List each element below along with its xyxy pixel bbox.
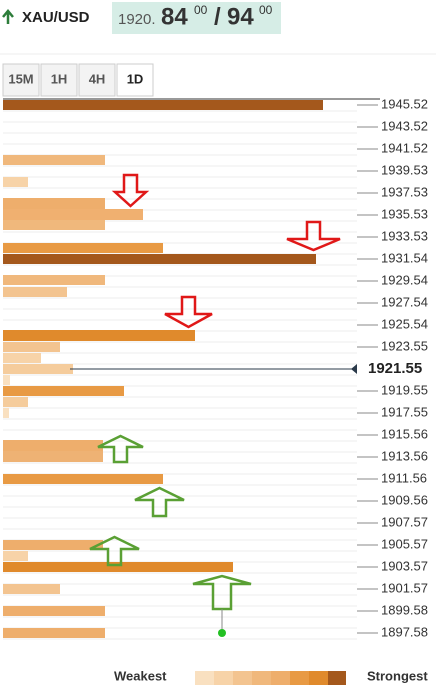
bar bbox=[3, 243, 163, 253]
level-label: 1929.54 bbox=[381, 272, 428, 287]
bar bbox=[3, 177, 28, 187]
level-label: 1933.53 bbox=[381, 228, 428, 243]
bar bbox=[3, 562, 233, 572]
bar bbox=[3, 451, 103, 462]
level-label: 1907.57 bbox=[381, 514, 428, 529]
price-prefix: 1920. bbox=[118, 11, 156, 28]
level-label: 1941.52 bbox=[381, 140, 428, 155]
ask-small: 00 bbox=[259, 3, 273, 17]
up-arrow bbox=[192, 574, 252, 611]
up-arrow bbox=[97, 434, 144, 464]
bars bbox=[3, 100, 323, 638]
bid-big: 84 bbox=[161, 3, 188, 30]
down-arrow bbox=[164, 295, 213, 329]
legend-weakest: Weakest bbox=[114, 668, 167, 683]
bar bbox=[3, 209, 143, 220]
pointer-dot bbox=[218, 629, 226, 637]
level-label: 1937.53 bbox=[381, 184, 428, 199]
bar bbox=[3, 584, 60, 594]
tab[interactable] bbox=[116, 63, 154, 97]
level-label: 1919.55 bbox=[381, 382, 428, 397]
level-label: 1903.57 bbox=[381, 558, 428, 573]
bid-small: 00 bbox=[194, 3, 208, 17]
level-label: 1897.58 bbox=[381, 624, 428, 639]
level-label: 1909.56 bbox=[381, 492, 428, 507]
bar bbox=[3, 330, 195, 341]
legend-swatch bbox=[233, 671, 252, 685]
tab[interactable] bbox=[40, 63, 78, 97]
legend-swatch bbox=[214, 671, 233, 685]
bar bbox=[3, 155, 105, 165]
arrows bbox=[89, 173, 341, 611]
legend-swatch bbox=[309, 671, 328, 685]
ask-big: 94 bbox=[227, 3, 254, 30]
price-box bbox=[112, 2, 281, 34]
legend-scale bbox=[195, 671, 346, 685]
level-label: 1927.54 bbox=[381, 294, 428, 309]
bar bbox=[3, 628, 105, 638]
tab-label: 15M bbox=[8, 71, 33, 86]
up-arrow bbox=[134, 486, 185, 518]
level-label: 1915.56 bbox=[381, 426, 428, 441]
symbol: XAU/USD bbox=[22, 9, 90, 26]
legend-swatch bbox=[290, 671, 309, 685]
bar bbox=[3, 397, 28, 407]
level-label: 1923.55 bbox=[381, 338, 428, 353]
bar bbox=[3, 551, 28, 561]
level-label: 1939.53 bbox=[381, 162, 428, 177]
bar bbox=[3, 606, 105, 616]
tab-label: 4H bbox=[89, 71, 106, 86]
bar bbox=[3, 364, 73, 374]
level-label: 1905.57 bbox=[381, 536, 428, 551]
current-marker bbox=[351, 364, 357, 374]
level-label: 1925.54 bbox=[381, 316, 428, 331]
legend-swatch bbox=[252, 671, 271, 685]
bar bbox=[3, 386, 124, 396]
bar bbox=[3, 408, 9, 418]
level-label: 1935.53 bbox=[381, 206, 428, 221]
down-arrow bbox=[286, 220, 341, 252]
tab[interactable] bbox=[2, 63, 40, 97]
tabs: 15M 1H 4H 1D bbox=[2, 63, 154, 97]
bar bbox=[3, 342, 60, 352]
up-icon bbox=[2, 9, 14, 24]
bar bbox=[3, 375, 10, 385]
level-label: 1911.56 bbox=[381, 470, 427, 485]
tab[interactable] bbox=[78, 63, 116, 97]
separator: / bbox=[214, 3, 221, 30]
bar bbox=[3, 540, 103, 550]
level-label: 1917.55 bbox=[381, 404, 428, 419]
tab-label: 1H bbox=[51, 71, 68, 86]
level-label: 1943.52 bbox=[381, 118, 428, 133]
level-label: 1931.54 bbox=[381, 250, 428, 265]
bar bbox=[3, 440, 103, 451]
up-arrow bbox=[89, 535, 140, 567]
level-label: 1899.58 bbox=[381, 602, 428, 617]
level-label: 1913.56 bbox=[381, 448, 428, 463]
legend-swatch bbox=[195, 671, 214, 685]
bar bbox=[3, 275, 105, 285]
legend-strongest: Strongest bbox=[367, 668, 428, 683]
bar bbox=[3, 220, 105, 230]
down-arrow bbox=[111, 173, 150, 208]
grid: 1945.52 1943.52 1941.52 1939.53 1937.53 1935.… bbox=[3, 96, 428, 640]
legend-swatch bbox=[328, 671, 346, 685]
level-label: 1901.57 bbox=[381, 580, 428, 595]
tab-label: 1D bbox=[127, 71, 144, 86]
bar bbox=[3, 198, 105, 209]
level-label: 1945.52 bbox=[381, 96, 428, 111]
bar bbox=[3, 287, 67, 297]
legend-swatch bbox=[271, 671, 290, 685]
current-level: 1921.55 bbox=[368, 360, 422, 377]
bar bbox=[3, 100, 323, 110]
bar bbox=[3, 254, 316, 264]
bar bbox=[3, 474, 163, 484]
bar bbox=[3, 353, 41, 363]
